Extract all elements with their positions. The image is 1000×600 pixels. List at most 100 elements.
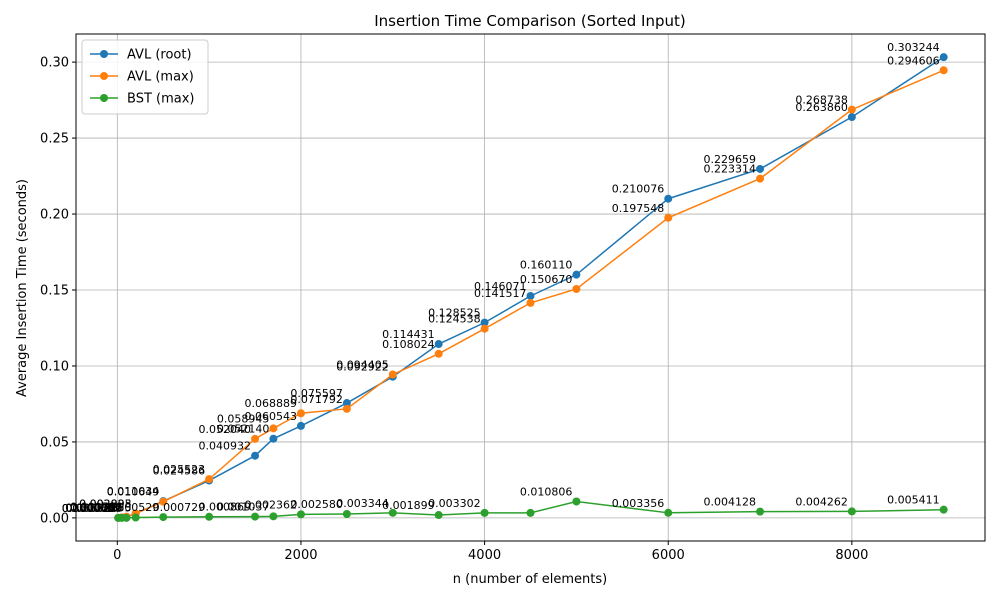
x-tick-label: 4000: [468, 548, 501, 563]
data-label: 0.092922: [336, 361, 389, 374]
legend-label: BST (max): [127, 92, 194, 107]
data-label: 0.040932: [199, 440, 252, 453]
data-point: [251, 451, 260, 460]
data-point: [342, 404, 351, 413]
y-axis-label: Average Insertion Time (seconds): [15, 179, 30, 397]
data-point: [296, 510, 305, 519]
data-point: [205, 512, 214, 521]
grid: [76, 34, 985, 541]
data-point: [388, 508, 397, 517]
data-label: 0.002825: [79, 498, 132, 511]
data-label: 0.003344: [336, 497, 389, 510]
data-point: [480, 318, 489, 327]
data-point: [939, 66, 948, 75]
data-point: [251, 434, 260, 443]
data-point: [664, 194, 673, 203]
data-point: [434, 349, 443, 358]
data-label: 0.263860: [795, 101, 848, 114]
data-point: [572, 284, 581, 293]
data-point: [572, 497, 581, 506]
data-label: 0.114431: [382, 328, 435, 341]
legend-box: [81, 39, 209, 115]
x-axis-label: n (number of elements): [453, 572, 607, 587]
y-tick-label: 0.00: [40, 511, 69, 526]
data-point: [526, 291, 535, 300]
legend-label: AVL (max): [127, 70, 194, 85]
data-label: 0.004262: [795, 495, 848, 508]
data-point: [572, 270, 581, 279]
data-point: [205, 475, 214, 484]
data-point: [342, 509, 351, 518]
data-point: [664, 508, 673, 517]
data-label: 0.058945: [217, 412, 270, 425]
data-point: [159, 513, 168, 522]
x-tick-label: 0: [113, 548, 121, 563]
data-label: 0.003302: [428, 497, 481, 510]
data-label: 0.000061: [62, 502, 115, 515]
data-label: 0.268738: [795, 94, 848, 107]
data-label: 0.024586: [153, 465, 206, 478]
axis-ticks: 0 2000 4000 6000 8000 0.00 0.05 0.10 0.15 0.20 0.2…: [40, 56, 868, 563]
data-label: 0.000869: [199, 501, 252, 514]
data-point: [388, 370, 397, 379]
data-point: [939, 53, 948, 62]
x-tick-label: 6000: [652, 548, 685, 563]
data-point: [664, 213, 673, 222]
data-label: 0.210076: [612, 183, 665, 196]
data-label: 0.000786: [70, 501, 123, 514]
data-label: 0.223314: [704, 163, 757, 176]
data-label: 0.000255: [79, 502, 132, 515]
legend-label: AVL (root): [127, 48, 192, 63]
data-label: 0.003356: [612, 497, 665, 510]
data-label: 0.094405: [336, 358, 389, 371]
data-point: [847, 105, 856, 114]
data-point: [939, 505, 948, 514]
y-tick-label: 0.10: [40, 359, 69, 374]
y-tick-label: 0.25: [40, 132, 69, 147]
data-point: [342, 399, 351, 408]
data-point: [480, 508, 489, 517]
legend: AVL (root) AVL (max) BST (max): [81, 39, 209, 115]
data-label: 0.052140: [217, 423, 270, 436]
data-label: 0.150670: [520, 273, 573, 286]
y-tick-label: 0.15: [40, 284, 69, 299]
data-label: 0.000020: [65, 502, 118, 515]
data-point: [480, 324, 489, 333]
data-label: 0.108024: [382, 338, 435, 351]
data-label: 0.146071: [474, 280, 527, 293]
data-label: 0.000291: [65, 501, 118, 514]
data-point: [269, 512, 278, 521]
data-point: [434, 511, 443, 520]
data-label: 0.071792: [290, 393, 343, 406]
data-point: [122, 513, 131, 522]
data-label: 0.000039: [70, 502, 123, 515]
data-point: [847, 507, 856, 516]
data-label: 0.294606: [887, 54, 940, 67]
plot-frame: [75, 33, 986, 542]
data-label: 0.000060: [62, 502, 115, 515]
chart-title: Insertion Time Comparison (Sorted Input): [374, 12, 686, 30]
data-label: 0.000729: [153, 501, 206, 514]
y-tick-label: 0.30: [40, 56, 69, 71]
data-label: 0.005411: [887, 494, 940, 507]
data-label: 0.000529: [107, 501, 160, 514]
data-label: 0.229659: [704, 153, 757, 166]
data-point: [526, 508, 535, 517]
data-label: 0.197548: [612, 202, 665, 215]
data-label: 0.160110: [520, 259, 573, 272]
x-tick-label: 8000: [835, 548, 868, 563]
data-point: [159, 497, 168, 506]
data-point: [847, 113, 856, 122]
data-label: 0.010649: [107, 486, 160, 499]
data-point: [296, 409, 305, 418]
data-label: 0.052040: [199, 423, 252, 436]
data-point: [251, 512, 260, 521]
legend-marker: [100, 94, 108, 102]
data-label: 0.000752: [70, 501, 123, 514]
legend-marker: [100, 72, 108, 80]
data-point: [131, 513, 140, 522]
y-tick-label: 0.20: [40, 208, 69, 223]
data-label: 0.004128: [704, 496, 757, 509]
data-label: 0.303244: [887, 41, 940, 54]
series-lines: [114, 53, 948, 522]
